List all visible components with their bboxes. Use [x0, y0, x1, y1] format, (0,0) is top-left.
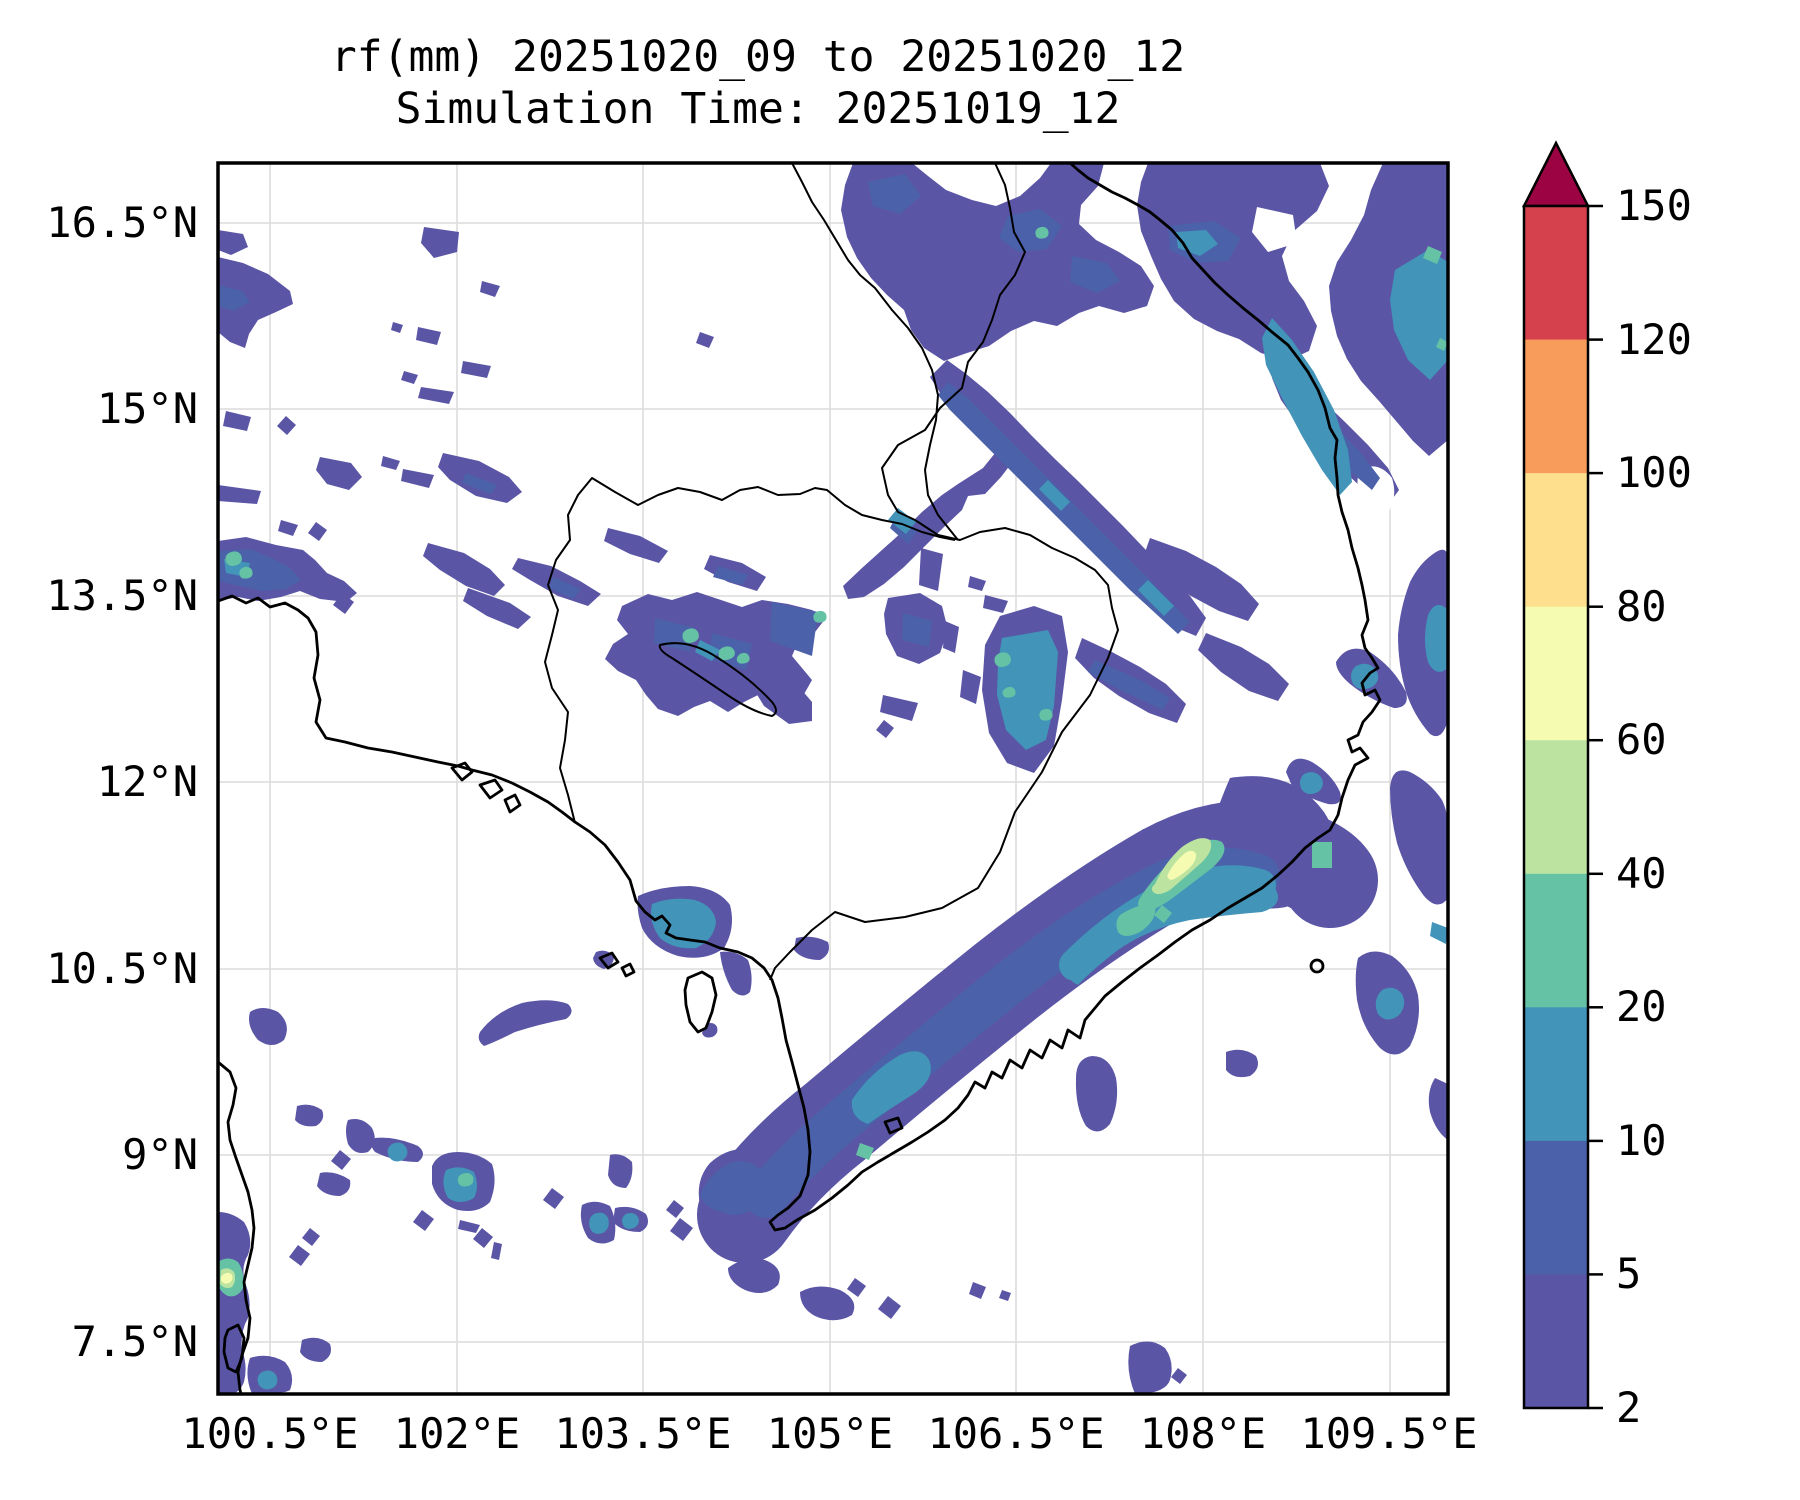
y-tick-label: 7.5°N: [71, 1317, 198, 1366]
map-title-line1: rf(mm) 20251020_09 to 20251020_12: [330, 32, 1186, 82]
colorbar-tick-label: 40: [1616, 849, 1667, 898]
colorbar-segment: [1524, 1140, 1588, 1275]
rain-10-20mm: [224, 230, 1448, 1390]
colorbar-over-arrow: [1521, 140, 1591, 208]
y-tick-label: 10.5°N: [46, 944, 198, 993]
colorbar-tick-label: 5: [1616, 1249, 1642, 1298]
map-frame: [216, 161, 1450, 1396]
colorbar-segment: [1524, 206, 1588, 340]
colorbar-segment: [1524, 606, 1588, 741]
colorbar-tick-label: 2: [1616, 1383, 1642, 1432]
colorbar-outline: [1522, 204, 1590, 1410]
country-borders: [544, 163, 1119, 981]
colorbar-tick-label: 100: [1616, 448, 1692, 497]
colorbar-ticks: [1588, 204, 1603, 1410]
y-tick-label: 12°N: [96, 757, 198, 806]
colorbar-tick-label: 150: [1616, 181, 1692, 230]
x-tick-label: 109.5°E: [1300, 1409, 1478, 1458]
colorbar-tick-label: 120: [1616, 315, 1692, 364]
x-tick-label: 100.5°E: [181, 1409, 359, 1458]
x-tick-label: 103.5°E: [554, 1409, 732, 1458]
rain-60-80mm: [220, 850, 1197, 1284]
x-tick-label: 105°E: [766, 1409, 894, 1458]
map-title-line2: Simulation Time: 20251019_12: [395, 84, 1121, 134]
colorbar-segment: [1524, 873, 1588, 1008]
colorbar: [1521, 140, 1603, 1410]
x-tick-label: 108°E: [1139, 1409, 1267, 1458]
y-tick-label: 13.5°N: [46, 571, 198, 620]
colorbar-segment: [1524, 473, 1588, 608]
x-tick-label: 102°E: [393, 1409, 521, 1458]
y-tick-label: 15°N: [96, 384, 198, 433]
colorbar-tick-label: 60: [1616, 715, 1667, 764]
colorbar-segment: [1524, 339, 1588, 474]
y-tick-label: 16.5°N: [46, 198, 198, 247]
colorbar-tick-label: 10: [1616, 1116, 1667, 1165]
y-tick-label: 9°N: [122, 1130, 198, 1179]
colorbar-tick-label: 20: [1616, 982, 1667, 1031]
rain-5-10mm: [218, 174, 1380, 1218]
colorbar-segment: [1524, 1274, 1588, 1408]
colorbar-tick-label: 80: [1616, 582, 1667, 631]
colorbar-segment: [1524, 1007, 1588, 1142]
x-tick-label: 106.5°E: [927, 1409, 1105, 1458]
coastline: [218, 163, 1382, 1394]
colorbar-segment: [1524, 740, 1588, 875]
